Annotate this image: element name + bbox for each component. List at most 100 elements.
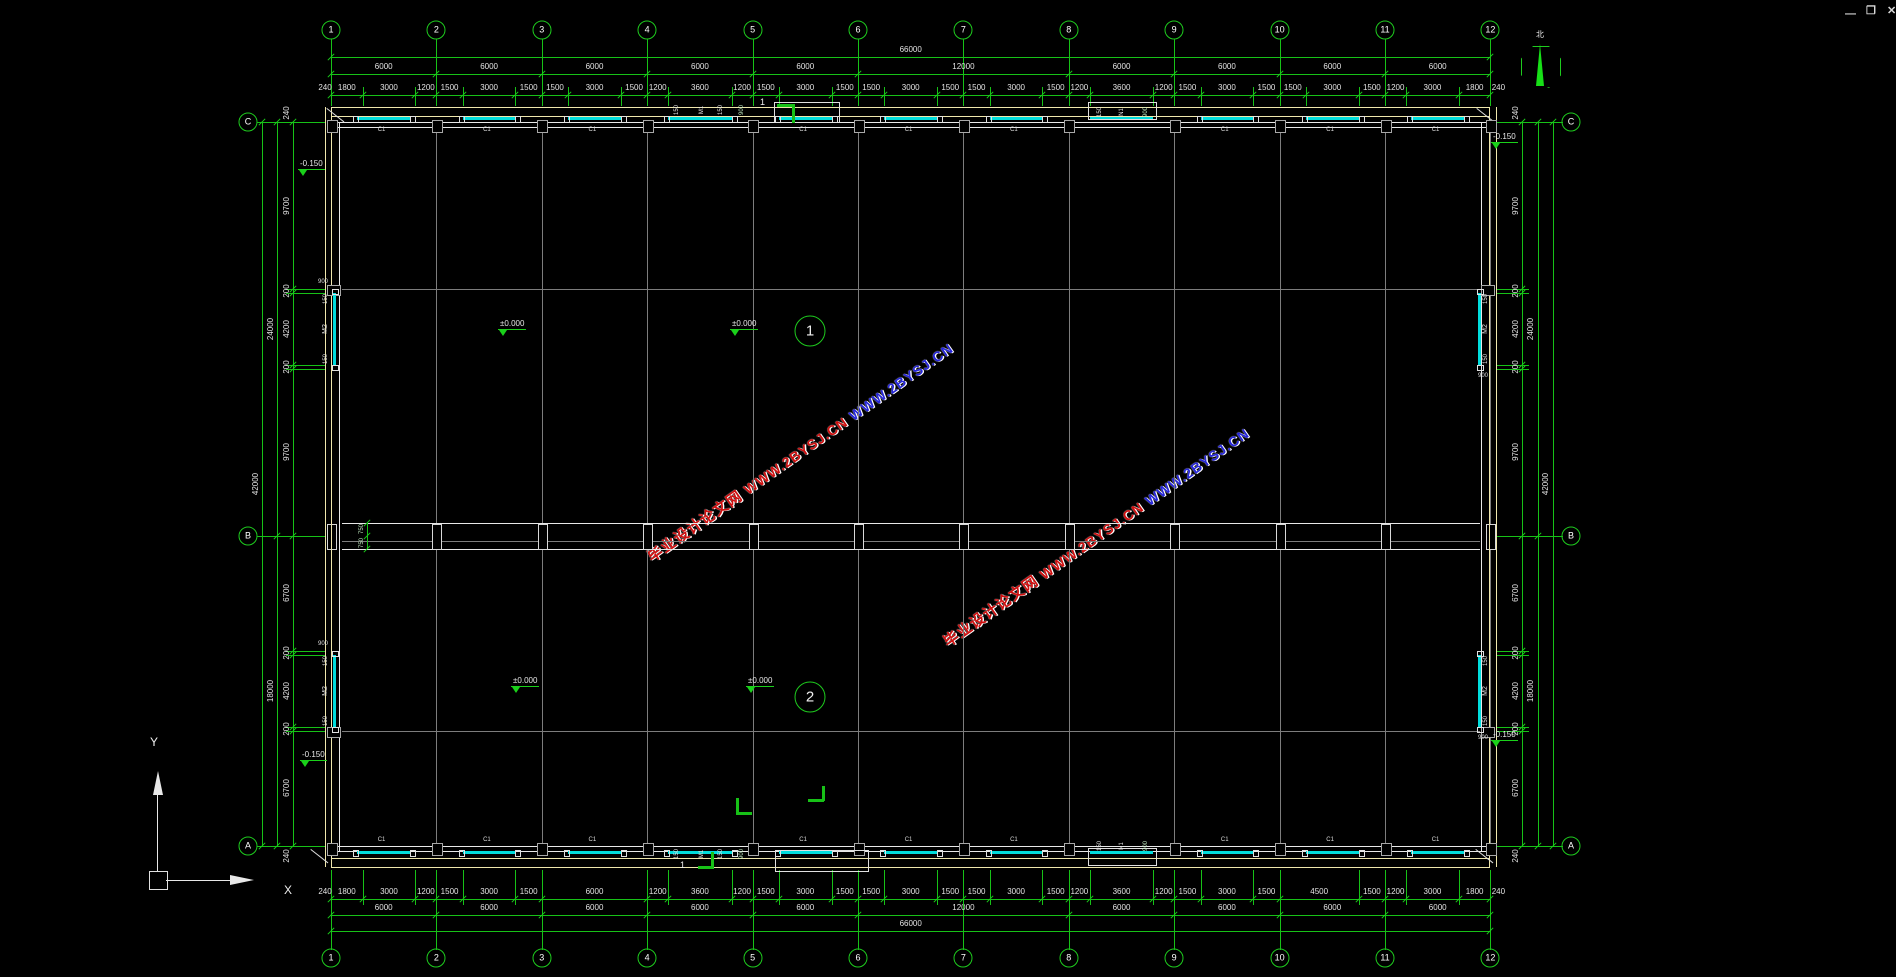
section-bracket [736, 812, 752, 815]
dim-extension [963, 870, 965, 905]
dim-extension [1497, 651, 1529, 653]
level-mark: -0.150 [1491, 133, 1518, 149]
wall-column [1485, 843, 1497, 856]
dim-label: 1500 [1046, 83, 1065, 92]
grid-extension-bottom [541, 870, 543, 950]
door-jamb [1477, 365, 1484, 372]
window-jamb [353, 116, 360, 123]
interior-grid-line [1385, 127, 1386, 846]
canopy-rect [775, 850, 869, 872]
grid-bubble-top-5: 5 [743, 20, 763, 40]
door-jamb-dim: 150 [323, 293, 329, 304]
door-jamb-dim: 150 [673, 848, 680, 860]
corridor-column [1170, 523, 1181, 550]
grid-bubble-bottom-8: 8 [1059, 948, 1079, 968]
door-width-dim: 900 [1142, 840, 1149, 852]
wall-column [642, 120, 654, 133]
grid-bubble-right-B: B [1561, 526, 1581, 546]
window-c1 [357, 851, 411, 854]
level-mark: -0.150 [1491, 731, 1518, 747]
dim-extension [1279, 87, 1281, 106]
dim-extension [1042, 87, 1044, 106]
corridor-dim: 750 [359, 537, 365, 548]
corridor-column [854, 523, 864, 550]
interior-grid-line [1068, 127, 1070, 846]
dim-extension [1497, 292, 1529, 294]
dim-label: 1500 [941, 83, 960, 92]
close-icon[interactable]: ✕ [1887, 5, 1896, 17]
interior-grid-line [647, 127, 649, 846]
dim-extension [1253, 870, 1255, 905]
dim-label: 3000 [1423, 83, 1442, 92]
dim-extension [1200, 870, 1202, 905]
window-jamb [1196, 850, 1203, 857]
section-flag [698, 866, 714, 869]
dim-label: 6000 [1112, 62, 1131, 71]
window-c1 [1305, 117, 1359, 120]
grid-extension-bottom [647, 870, 649, 950]
dim-extension [668, 870, 670, 905]
dim-label: 6000 [1112, 903, 1131, 912]
wall-column [958, 843, 970, 856]
window-tag: C1 [904, 837, 913, 843]
section-flag [792, 104, 795, 123]
dim-label: 1200 [1070, 887, 1089, 896]
dim-label: 3000 [796, 83, 815, 92]
window-tag: C1 [1220, 127, 1229, 133]
wall-column [1380, 120, 1392, 133]
dim-label: 6000 [374, 903, 393, 912]
dim-extension [1497, 730, 1529, 732]
wall-column [642, 843, 654, 856]
door-tag: N1 [1118, 108, 1125, 116]
window-c1 [462, 117, 516, 120]
dim-label: 18000 [1526, 679, 1535, 703]
door-width-dim: 900 [1478, 373, 1489, 380]
window-c1 [1200, 117, 1254, 120]
restore-icon[interactable]: ❐ [1866, 5, 1876, 17]
dim-label: 240 [318, 887, 332, 896]
window-jamb [564, 116, 571, 123]
door-width-dim: 900 [1142, 106, 1149, 118]
dim-extension [362, 870, 364, 905]
dim-extension [1497, 535, 1529, 537]
dim-extension [436, 87, 438, 106]
window-c1 [1411, 117, 1465, 120]
dim-label: 1500 [519, 83, 538, 92]
dim-label: 1500 [1257, 887, 1276, 896]
minimize-icon[interactable]: — [1845, 8, 1856, 20]
window-c1 [989, 851, 1043, 854]
canopy-rect [774, 102, 840, 123]
window-jamb [515, 116, 522, 123]
window-jamb [1253, 850, 1260, 857]
room-bubble: 1 [794, 315, 826, 347]
section-bracket [808, 799, 824, 802]
dim-label: 1500 [756, 887, 775, 896]
grid-bubble-top-6: 6 [848, 20, 868, 40]
door-jamb [332, 365, 339, 372]
dim-label: 1200 [648, 887, 667, 896]
grid-bubble-top-4: 4 [637, 20, 657, 40]
dim-label: 9700 [1511, 443, 1520, 461]
grid-extension-top [963, 39, 965, 106]
dim-label: 1200 [648, 83, 667, 92]
dim-label: 1200 [1070, 83, 1089, 92]
dim-label: 3000 [1007, 887, 1026, 896]
dim-extension [647, 87, 649, 106]
dim-extension [286, 292, 325, 294]
dim-extension [286, 368, 325, 370]
n1-rect [1087, 102, 1158, 120]
window-jamb [1358, 850, 1365, 857]
door-jamb [332, 727, 339, 734]
dim-extension [1253, 87, 1255, 106]
dim-label: 3000 [585, 83, 604, 92]
door-jamb [731, 850, 738, 857]
wall-line [331, 122, 1491, 123]
dim-label: 240 [1491, 887, 1506, 896]
wall-line [331, 846, 1491, 847]
window-tag: C1 [1326, 837, 1334, 843]
dim-extension [1490, 87, 1492, 106]
dim-extension [1385, 870, 1387, 905]
dim-extension [1305, 87, 1307, 106]
dim-label: 3600 [691, 887, 709, 896]
